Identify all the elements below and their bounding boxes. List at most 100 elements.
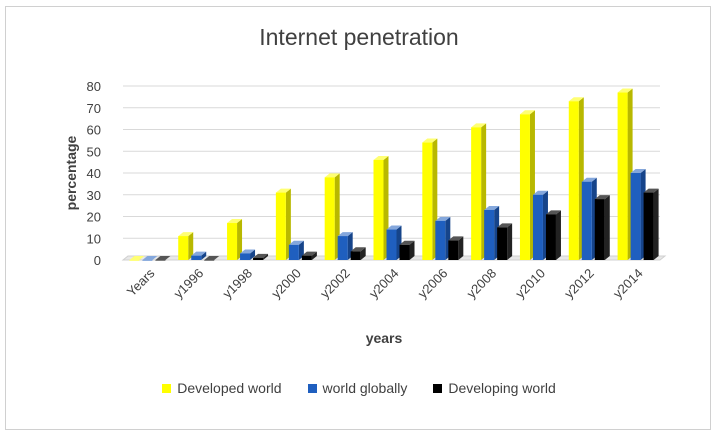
legend-entry: world globally [307,380,408,396]
bar [399,244,410,260]
bar-top [227,219,243,224]
legend-swatch [162,383,172,393]
bar-top [399,240,415,245]
bar-top [435,216,451,221]
bar-side [250,249,256,260]
x-axis-title: years [366,330,403,346]
bar-top [643,188,659,193]
bar-side [409,240,415,260]
bar-side [507,223,513,260]
bar-top [497,223,513,228]
bar [617,92,628,261]
bar [240,253,251,260]
legend-swatch [433,383,443,393]
bar-top [275,188,291,193]
bar [545,214,556,260]
bar-top [350,247,366,252]
bar-top [288,240,304,245]
x-tick-label: y1996 [171,266,207,302]
bar [594,199,605,260]
bar-top [129,256,145,260]
y-tick-label: 20 [87,210,101,225]
bar-side [237,219,243,260]
bar [350,251,361,260]
bar [337,236,348,260]
bar-top [324,173,340,178]
x-tick-label: y2012 [561,266,597,302]
bar [288,244,299,260]
bar-top [448,236,464,241]
bar [301,255,312,260]
bar-top [568,97,584,102]
y-tick-label: 40 [87,166,101,181]
bar-top [178,232,194,237]
x-tick-label: y1998 [220,266,256,302]
chart-legend: Developed world world globally Developing … [0,380,718,396]
bar [532,194,543,260]
bar [373,159,384,260]
bar-side [285,188,291,260]
x-tick-label: y2010 [512,266,548,302]
bar-top [253,253,269,258]
bar-top [581,177,597,182]
bar-side [311,251,317,260]
chart-title: Internet penetration [259,24,459,50]
bar [129,260,140,261]
bar-top [155,256,171,260]
bar [324,177,335,260]
y-tick-label: 0 [94,253,101,268]
bar-side [263,253,269,260]
bar [227,223,238,260]
legend-entry: Developing world [433,380,556,396]
bar [630,173,641,260]
legend-swatch [307,383,317,393]
bar [155,260,166,261]
x-tick-label: y2014 [610,266,646,302]
bar-side [604,195,610,260]
bar [643,192,654,260]
bar [204,260,215,261]
bar [386,229,397,260]
bar-top [471,123,487,128]
bar-side [458,236,464,260]
bar [497,227,508,260]
x-tick-label: y2000 [268,266,304,302]
bar [568,101,579,260]
x-tick-label: y2006 [415,266,451,302]
x-tick-label: y2004 [366,266,402,302]
bar-top [337,232,353,237]
y-tick-label: 10 [87,231,101,246]
y-tick-label: 30 [87,188,101,203]
bar-top [519,110,535,115]
bar-side [653,188,659,260]
bar-top [617,88,633,93]
bar-top [191,251,207,256]
y-tick-label: 70 [87,101,101,116]
bar [275,192,286,260]
bar-top [373,155,389,160]
bar-top [532,190,548,195]
bar-side [201,251,207,260]
bar [581,181,592,260]
x-tick-label: y2002 [317,266,353,302]
legend-label: world globally [322,380,408,396]
bar-top [422,138,438,143]
bar-top [630,169,646,173]
y-tick-label: 50 [87,144,101,159]
bar [448,240,459,260]
legend-label: Developed world [177,380,282,396]
bar [435,220,446,260]
x-tick-label: Years [124,265,158,299]
bar [519,114,530,261]
bar-top [484,205,500,210]
bar [253,257,264,260]
bar [422,142,433,260]
legend-label: Developing world [448,380,556,396]
y-axis-title: percentage [63,135,79,210]
bar-side [555,210,561,260]
bar-top [594,195,610,200]
bar-top [545,210,561,215]
legend-entry: Developed world [162,380,282,396]
bar-side [360,247,366,260]
